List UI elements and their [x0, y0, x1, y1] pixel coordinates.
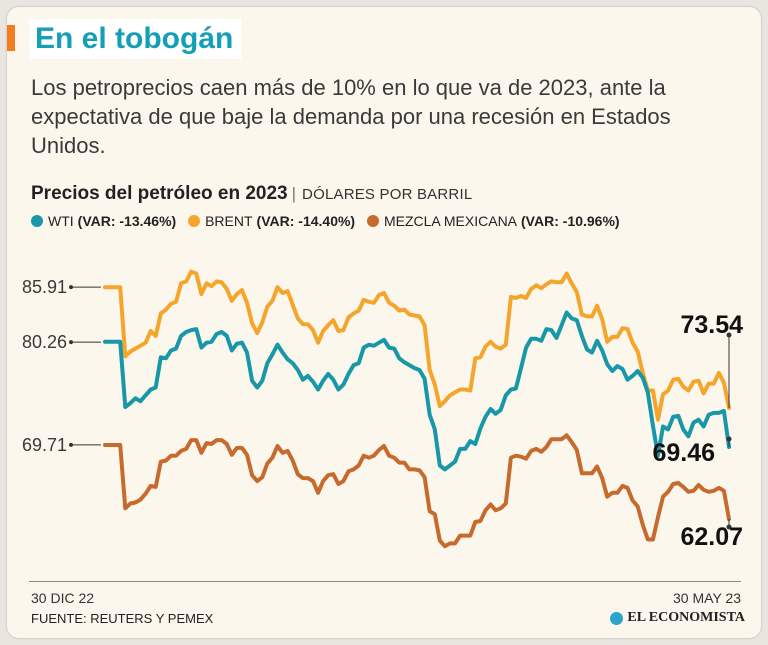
title-separator: |	[291, 184, 297, 203]
legend-brent-name: BRENT	[205, 213, 253, 229]
price-chart: 85.91 80.26 69.71 73.54 69.46 62.07	[22, 269, 743, 551]
end-value-markers: 73.54 69.46 62.07	[652, 311, 743, 551]
brent-series-line	[103, 269, 731, 422]
brand-logo: EL ECONOMISTA	[610, 610, 745, 626]
legend-item-mezcla: MEZCLA MEXICANA (VAR: -10.96%)	[366, 213, 620, 229]
mezcla-end-label: 62.07	[680, 523, 743, 551]
legend-brent-var: (VAR: -14.40%)	[256, 213, 356, 229]
chart-title: Precios del petróleo en 2023	[31, 183, 288, 204]
title-accent-bar	[7, 25, 15, 51]
y-tick-label: 69.71	[22, 435, 67, 455]
source-note: FUENTE: REUTERS Y PEMEX	[31, 611, 214, 626]
legend-mezcla-var: (VAR: -10.96%)	[521, 213, 620, 229]
legend: WTI (VAR: -13.46%) BRENT (VAR: -14.40%) …	[31, 213, 628, 230]
legend-item-brent: BRENT (VAR: -14.40%)	[188, 213, 355, 229]
y-axis-ticks: 85.91 80.26 69.71	[22, 277, 101, 455]
headline: En el tobogán	[29, 19, 242, 59]
legend-mezcla-name: MEZCLA MEXICANA	[383, 213, 518, 229]
x-axis-start-label: 30 DIC 22	[31, 590, 95, 606]
globe-icon	[610, 611, 624, 625]
y-tick-label: 85.91	[22, 277, 67, 297]
y-tick-dot	[69, 285, 73, 290]
wti-series-line	[103, 310, 731, 472]
mezcla-series-line	[103, 433, 731, 549]
brand-name: EL ECONOMISTA	[627, 610, 745, 625]
infographic-card: En el tobogán Los petroprecios caen más …	[7, 7, 761, 638]
footer-divider	[29, 581, 741, 582]
legend-wti-var: (VAR: -13.46%)	[77, 213, 177, 229]
wti-end-label: 69.46	[652, 439, 715, 467]
brent-end-dot	[726, 332, 732, 338]
mezcla-swatch-icon	[366, 215, 379, 227]
wti-end-dot	[726, 436, 732, 442]
y-tick-dot	[69, 442, 73, 447]
y-tick-label: 80.26	[22, 332, 67, 352]
brent-swatch-icon	[188, 215, 201, 227]
x-axis-end-label: 30 MAY 23	[673, 590, 741, 606]
brent-end-label: 73.54	[680, 311, 743, 339]
chart-heading: Precios del petróleo en 2023 | DÓLARES POR…	[31, 183, 472, 205]
mezcla-end-dot	[726, 524, 732, 530]
legend-wti-name: WTI	[48, 213, 74, 229]
wti-swatch-icon	[31, 215, 43, 227]
legend-item-wti: WTI (VAR: -13.46%)	[31, 213, 176, 229]
y-tick-dot	[69, 340, 73, 345]
deck-text: Los petroprecios caen más de 10% en lo q…	[31, 75, 671, 158]
chart-unit: DÓLARES POR BARRIL	[302, 186, 473, 203]
